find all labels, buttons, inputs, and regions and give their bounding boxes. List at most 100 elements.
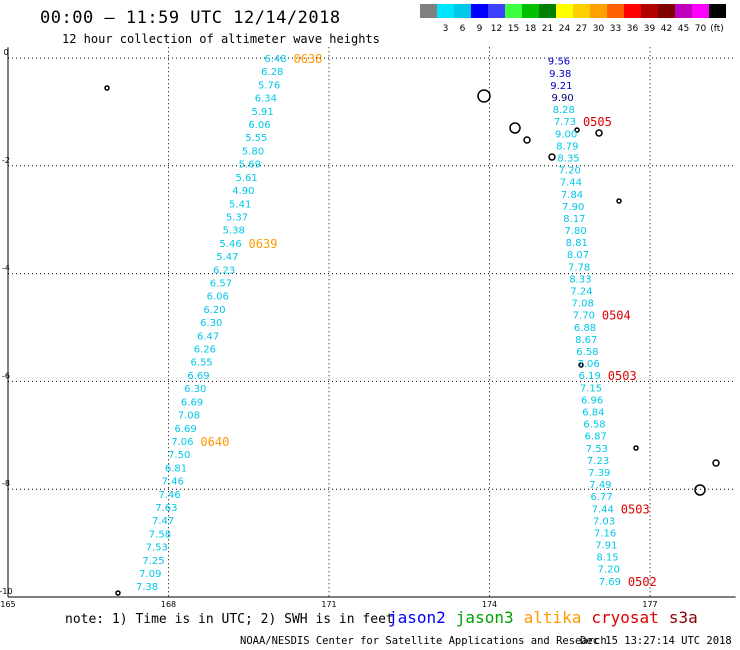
map-subtitle: 12 hour collection of altimeter wave hei… (62, 32, 380, 46)
island-outline (548, 153, 556, 161)
wave-height-value: 7.08 (572, 299, 594, 310)
wave-height-value: 7.08 (178, 411, 200, 422)
wave-height-value: 7.16 (594, 528, 616, 539)
pass-time-label: 0639 (249, 237, 278, 251)
island-outline (477, 89, 491, 103)
island-outline (509, 122, 521, 134)
island-outline (616, 198, 622, 204)
wave-height-value: 7.63 (155, 503, 177, 514)
wave-height-value: 7.44 (592, 504, 614, 515)
wave-height-value: 6.26 (194, 345, 216, 356)
lat-tick-label: -10 (0, 587, 13, 596)
colorbar-tick: 15 (508, 24, 519, 34)
wave-height-value: 6.87 (585, 432, 607, 443)
wave-height-value: 5.47 (216, 252, 238, 263)
colorbar-swatch (556, 4, 573, 18)
colorbar-swatch (573, 4, 590, 18)
colorbar-tick: 18 (525, 24, 537, 34)
colorbar-tick: 39 (644, 24, 656, 34)
colorbar-swatch (471, 4, 488, 18)
wave-height-value: 7.91 (595, 541, 617, 552)
wave-height-value: 5.38 (223, 226, 245, 237)
wave-height-value: 9.21 (550, 81, 572, 92)
lon-tick-label: 174 (482, 600, 497, 609)
wave-height-value: 7.80 (564, 226, 586, 237)
colorbar-swatch (505, 4, 522, 18)
wave-height-value: 7.03 (593, 516, 615, 527)
colorbar-swatch (590, 4, 607, 18)
wave-height-value: 7.53 (146, 543, 168, 554)
wave-height-value: 5.37 (226, 212, 248, 223)
wave-height-value: 7.38 (136, 582, 158, 593)
colorbar-swatch (709, 4, 726, 18)
lat-tick-label: -2 (2, 156, 10, 165)
legend-entry-s3a: s3a (668, 608, 698, 627)
wave-height-value: 7.78 (568, 262, 590, 273)
wave-height-value: 7.20 (559, 166, 581, 177)
colorbar-swatch (454, 4, 471, 18)
wave-height-value: 6.06 (248, 120, 270, 131)
wave-height-value: 5.69 (239, 160, 261, 171)
credit-line: NOAA/NESDIS Center for Satellite Applica… (240, 635, 607, 647)
island-outline (694, 484, 706, 496)
wave-height-value: 7.44 (560, 178, 582, 189)
wave-height-value: 8.15 (596, 553, 618, 564)
wave-height-value: 6.28 (261, 67, 283, 78)
pass-time-label: 0505 (583, 115, 612, 129)
wave-height-value: 8.79 (556, 141, 578, 152)
wave-height-value: 7.24 (570, 287, 592, 298)
wave-height-value: 6.19 (579, 371, 601, 382)
wave-height-value: 7.25 (142, 556, 164, 567)
colorbar-tick: 9 (477, 24, 483, 34)
wave-height-value: 5.76 (258, 80, 280, 91)
colorbar-swatch (624, 4, 641, 18)
pass-time-label: 0502 (628, 575, 657, 589)
map-title: 00:00 — 11:59 UTC 12/14/2018 (40, 8, 341, 28)
wave-height-value: 7.58 (149, 529, 171, 540)
wave-height-value: 6.77 (590, 492, 612, 503)
wave-height-value: 8.07 (567, 250, 589, 261)
island-outline (523, 136, 531, 144)
colorbar-swatch (488, 4, 505, 18)
colorbar-tick: 30 (593, 24, 605, 34)
wave-height-value: 6.48 (264, 54, 286, 65)
wave-height-value: 7.69 (599, 577, 621, 588)
wave-height-value: 8.28 (553, 105, 575, 116)
wave-height-value: 7.53 (586, 444, 608, 455)
wave-height-value: 6.30 (184, 384, 206, 395)
lat-tick-label: -8 (2, 479, 10, 488)
colorbar-swatch (675, 4, 692, 18)
wave-height-map: 0 -2 -4 -6 -8 -10 165 168 171 174 177 6.48 6.28 5.76 6… (0, 47, 736, 609)
lon-tick-label: 165 (0, 600, 15, 609)
wave-height-value: 7.46 (162, 477, 184, 488)
legend-entry-cryosat: cryosat (591, 608, 659, 627)
wave-height-value: 9.56 (548, 57, 570, 68)
wave-height-value: 7.09 (139, 569, 161, 580)
colorbar-swatch (522, 4, 539, 18)
pass-time-label: 0640 (200, 435, 229, 449)
colorbar-tick: 6 (460, 24, 466, 34)
pass-time-label: 0504 (602, 309, 631, 323)
wave-height-value: 9.38 (549, 69, 571, 80)
colorbar-swatch (437, 4, 454, 18)
lat-tick-label: 0 (3, 48, 8, 57)
colorbar-tick: 33 (610, 24, 621, 34)
wave-height-value: 7.06 (577, 359, 599, 370)
wave-height-value: 7.23 (587, 456, 609, 467)
colorbar-tick: 12 (491, 24, 502, 34)
wave-height-value: 6.58 (583, 420, 605, 431)
colorbar-unit: (ft) (710, 24, 724, 34)
colorbar-swatch (692, 4, 709, 18)
legend-entry-altika: altika (523, 608, 582, 627)
wave-height-value: 6.55 (191, 358, 213, 369)
wave-height-value: 6.06 (207, 292, 229, 303)
colorbar-tick: 36 (627, 24, 639, 34)
island-outline (595, 129, 603, 137)
colorbar-tick: 70 (695, 24, 707, 34)
lon-tick-label: 177 (642, 600, 657, 609)
wave-height-value: 7.50 (168, 450, 190, 461)
wave-height-value: 7.20 (598, 565, 620, 576)
colorbar-tick: 45 (678, 24, 689, 34)
wave-height-value: 6.57 (210, 278, 232, 289)
wave-height-value: 6.69 (174, 424, 196, 435)
